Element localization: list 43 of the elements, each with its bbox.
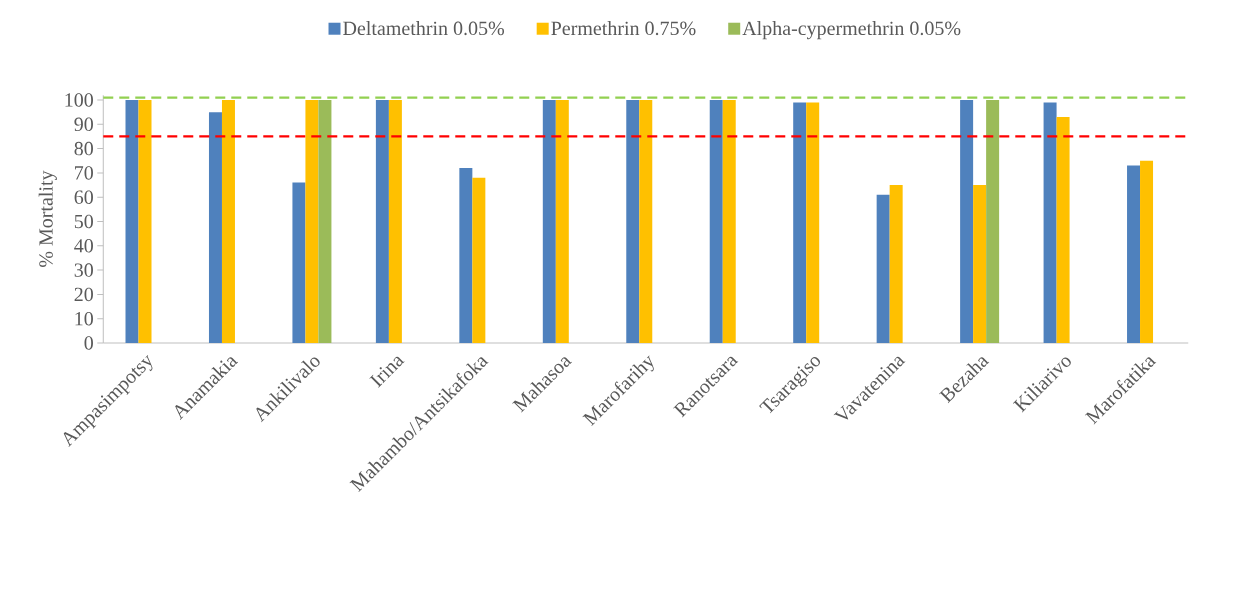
bar <box>292 182 306 343</box>
bar <box>1140 160 1154 343</box>
y-tick-label: 50 <box>74 214 93 229</box>
y-tick-label: 80 <box>74 141 93 156</box>
bar <box>986 100 1000 343</box>
bar <box>876 194 890 343</box>
y-tick-label: 70 <box>75 166 93 180</box>
y-tick-label: 20 <box>74 287 93 302</box>
bar <box>125 100 139 343</box>
bar <box>806 102 820 343</box>
bar <box>639 100 653 343</box>
legend-label: Alpha-cypermethrin 0.05% <box>742 21 961 40</box>
bar <box>208 112 222 343</box>
legend-label: Permethrin 0.75% <box>551 21 696 36</box>
bar <box>555 100 569 343</box>
bar <box>709 100 723 343</box>
bar <box>960 100 974 343</box>
y-tick-label: 90 <box>74 117 93 132</box>
bar <box>472 177 486 343</box>
bar <box>542 100 556 343</box>
legend-label: Deltamethrin 0.05% <box>343 21 505 36</box>
bar <box>1043 102 1057 343</box>
bar <box>722 100 736 343</box>
bar <box>221 100 235 343</box>
bar <box>318 100 332 343</box>
bar <box>889 185 903 343</box>
y-tick-label: 0 <box>84 336 93 350</box>
bar <box>305 100 319 343</box>
bar <box>1056 117 1070 343</box>
y-tick-label: 10 <box>75 311 93 326</box>
bar <box>375 100 389 343</box>
y-tick-label: 60 <box>74 190 93 204</box>
y-tick-label: 40 <box>74 239 93 253</box>
y-tick-label: 100 <box>65 93 93 107</box>
bar <box>459 168 473 343</box>
bar <box>388 100 402 343</box>
bar <box>973 185 987 343</box>
bar <box>138 100 152 343</box>
bar <box>793 102 807 343</box>
y-axis-title: % Mortality <box>38 170 57 267</box>
y-tick-label: 30 <box>74 263 93 277</box>
bar <box>1127 165 1141 343</box>
bar <box>626 100 640 343</box>
